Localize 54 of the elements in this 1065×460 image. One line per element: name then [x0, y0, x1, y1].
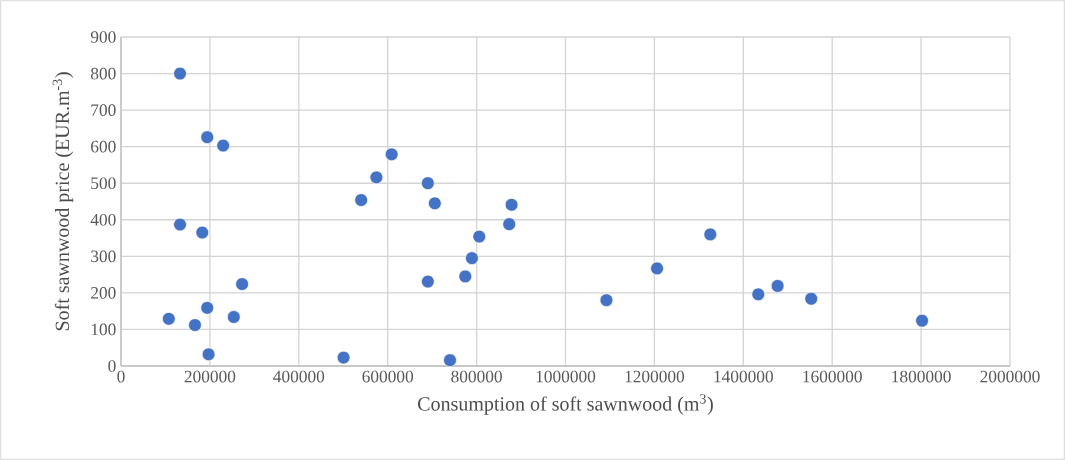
point [354, 193, 368, 207]
x-tick-label: 1200000 [625, 370, 685, 383]
point [200, 301, 214, 315]
point [599, 293, 614, 307]
y-tick-label: 800 [90, 67, 116, 80]
point [195, 225, 209, 240]
x-axis-title: Consumption of soft sawnwood (m$^{3}$) [418, 394, 713, 415]
point [428, 196, 442, 211]
point [201, 347, 216, 362]
point [216, 138, 230, 153]
point [421, 176, 435, 190]
x-tick-label: 1400000 [714, 370, 773, 383]
x-tick-label: 400000 [273, 370, 325, 383]
y-axis-title: Soft sawnwood price (EUR.m$^{-3}$) [52, 72, 74, 331]
x-tick-label: 800000 [451, 370, 502, 383]
x-tick-label: 200000 [184, 370, 236, 383]
y-tick-label: 300 [91, 250, 116, 263]
point [502, 217, 516, 231]
point [443, 353, 457, 367]
point [465, 251, 479, 265]
point [235, 277, 249, 291]
y-tick-label: 600 [91, 140, 116, 153]
point [200, 130, 214, 144]
x-tick-label: 600000 [362, 370, 414, 383]
point [770, 279, 785, 293]
point [472, 229, 487, 244]
point [227, 310, 241, 324]
point [458, 269, 473, 284]
point [915, 313, 929, 328]
y-tick-label: 700 [91, 104, 116, 116]
y-tick-label: 200 [91, 287, 116, 299]
x-tick-label: 2000000 [980, 370, 1040, 383]
point [188, 318, 202, 332]
x-tick-label: 1800000 [892, 370, 951, 383]
point [703, 227, 718, 242]
point [804, 291, 818, 306]
point [369, 170, 384, 185]
y-tick-label: 400 [90, 213, 116, 226]
point [173, 66, 187, 81]
point [751, 287, 766, 302]
x-tick-label: 1600000 [803, 370, 862, 383]
point [162, 312, 176, 326]
point [650, 261, 664, 276]
point [421, 274, 435, 289]
y-tick-label: 500 [91, 177, 116, 190]
point [173, 217, 187, 232]
y-tick-label: 100 [91, 323, 116, 336]
point [384, 147, 399, 162]
y-tick-label: 900 [90, 31, 116, 43]
point [336, 350, 351, 365]
point [504, 198, 519, 212]
x-tick-label: 0 [117, 370, 125, 383]
x-tick-label: 1000000 [536, 370, 596, 383]
y-tick-label: 0 [108, 360, 116, 372]
